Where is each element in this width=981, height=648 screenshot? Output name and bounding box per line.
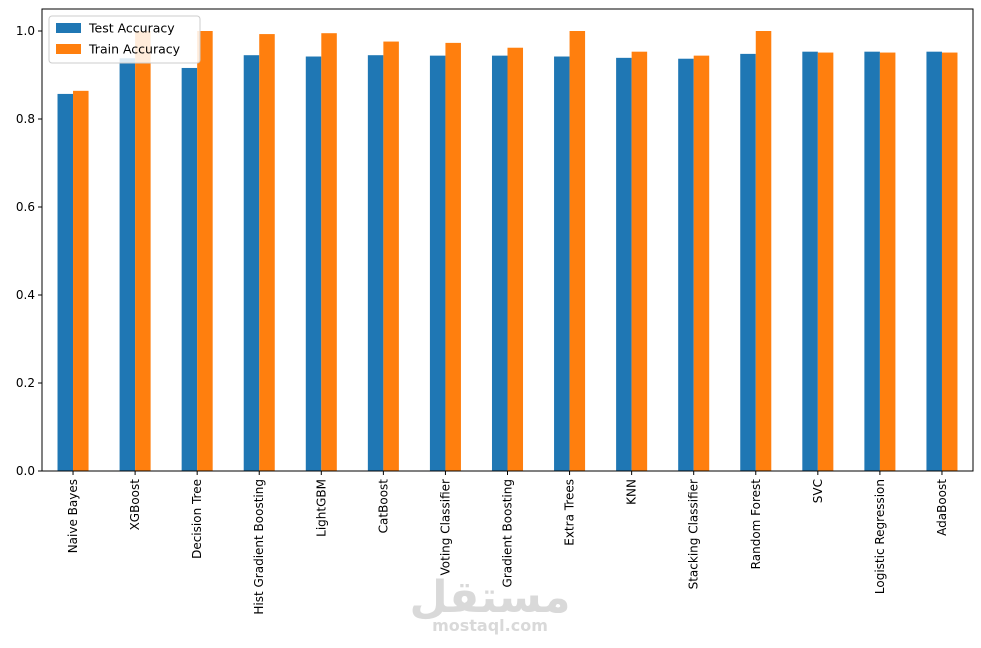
x-tick-label-13: Logistic Regression (873, 479, 887, 594)
bar-test-12 (802, 51, 818, 472)
bar-train-4 (321, 33, 337, 471)
watermark-latin: mostaql.com (432, 616, 548, 635)
bar-test-13 (864, 51, 880, 472)
bar-test-11 (740, 53, 756, 471)
bar-test-6 (429, 55, 446, 471)
bar-test-1 (119, 58, 136, 471)
legend: Test Accuracy Train Accuracy (48, 15, 201, 64)
bar-test-7 (491, 55, 508, 471)
x-tick-label-10: Stacking Classifier (687, 479, 701, 589)
y-tick-label-1: 0.2 (16, 376, 35, 390)
bar-train-3 (259, 34, 275, 471)
y-axis: 0.0 0.2 0.4 0.6 0.8 1.0 (16, 24, 42, 478)
bar-train-0 (73, 90, 89, 471)
legend-label-1: Train Accuracy (88, 42, 181, 57)
x-tick-label-4: LightGBM (314, 479, 328, 537)
bar-test-8 (554, 56, 570, 472)
x-tick-label-11: Random Forest (749, 479, 763, 570)
bar-train-5 (383, 41, 399, 472)
bar-test-5 (367, 55, 384, 471)
x-tick-label-6: Voting Classifier (438, 479, 452, 576)
x-tick-label-14: AdaBoost (935, 479, 949, 536)
bar-train-7 (507, 47, 524, 471)
y-tick-label-5: 1.0 (16, 24, 35, 38)
x-tick-label-5: CatBoost (376, 479, 390, 534)
x-tick-label-7: Gradient Boosting (501, 479, 515, 587)
x-tick-label-8: Extra Trees (563, 479, 577, 546)
bar-train-8 (569, 31, 586, 471)
legend-swatch-0 (56, 23, 81, 33)
legend-box (48, 15, 201, 64)
bar-train-11 (755, 31, 772, 471)
bar-train-14 (941, 52, 958, 472)
legend-swatch-1 (56, 44, 81, 54)
x-tick-label-2: Decision Tree (190, 479, 204, 559)
bar-train-2 (197, 31, 213, 471)
x-tick-label-12: SVC (811, 479, 825, 503)
x-tick-label-3: Hist Gradient Boosting (252, 479, 266, 615)
bar-test-9 (616, 57, 632, 472)
x-tick-label-1: XGBoost (128, 479, 142, 531)
y-tick-label-0: 0.0 (16, 464, 35, 478)
x-axis: Naive Bayes XGBoost Decision Tree Hist Grad… (66, 471, 949, 615)
y-tick-label-3: 0.6 (16, 200, 35, 214)
bar-train-9 (631, 51, 648, 472)
bar-test-4 (305, 56, 322, 472)
bar-test-2 (181, 67, 198, 472)
legend-label-0: Test Accuracy (88, 21, 175, 36)
bar-train-10 (693, 55, 710, 471)
bars (57, 31, 958, 472)
bar-train-1 (135, 31, 151, 471)
y-tick-label-4: 0.8 (16, 112, 35, 126)
y-tick-label-2: 0.4 (16, 288, 35, 302)
bar-test-10 (678, 58, 694, 471)
watermark: مستقل mostaql.com (410, 572, 571, 635)
x-tick-label-9: KNN (625, 479, 639, 505)
bar-test-0 (57, 93, 74, 472)
bar-train-12 (817, 52, 834, 472)
plot-frame (41, 8, 974, 472)
bar-train-6 (445, 42, 461, 471)
watermark-arabic: مستقل (410, 572, 571, 623)
bar-test-14 (926, 51, 942, 472)
bar-train-13 (879, 52, 896, 472)
bar-test-3 (243, 55, 260, 471)
x-tick-label-0: Naive Bayes (66, 479, 80, 553)
